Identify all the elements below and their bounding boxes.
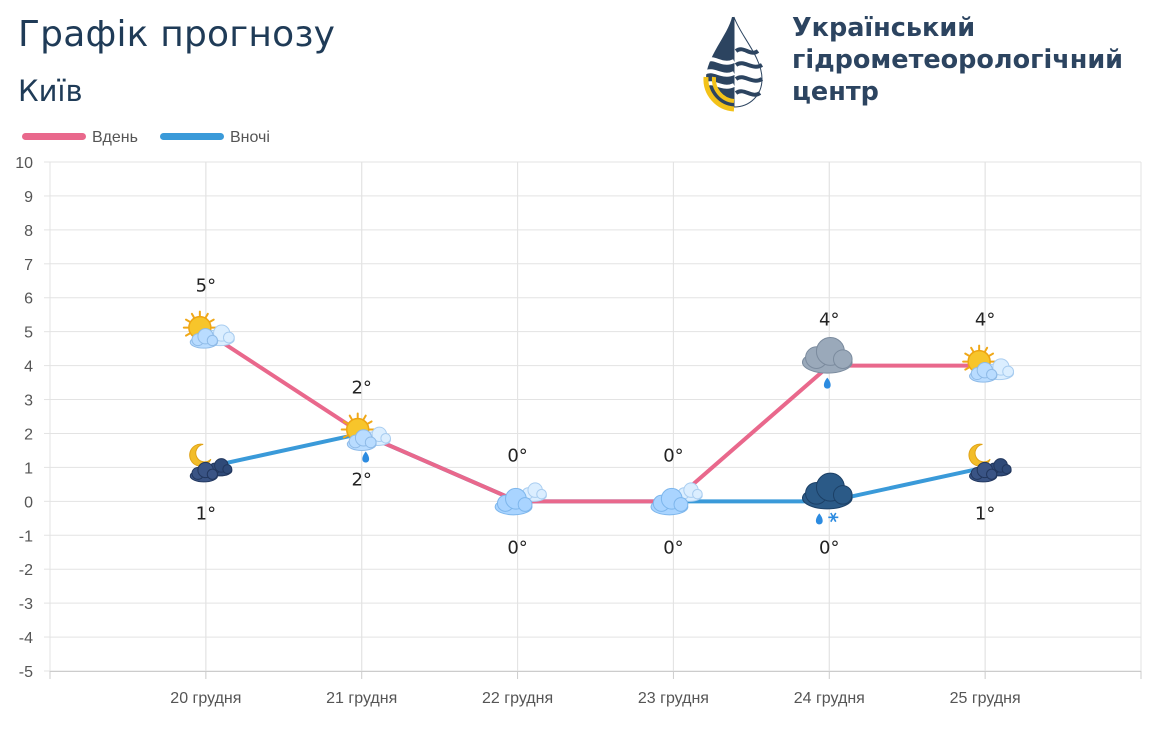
data-label-night: 1°: [975, 503, 995, 524]
legend-swatch: [22, 133, 86, 140]
data-label-day: 0°: [507, 445, 527, 466]
dark-cloud-rain-snow-icon: [801, 472, 853, 525]
sun-cloud-icon: [182, 310, 235, 349]
org-name-line-2: гідрометеорологічний: [792, 45, 1124, 75]
x-tick-label: 24 грудня: [794, 690, 865, 707]
x-tick-label: 21 грудня: [326, 690, 397, 707]
y-tick-label: -5: [19, 664, 33, 681]
y-tick-label: -4: [19, 630, 33, 647]
city-name: Київ: [18, 74, 83, 108]
y-tick-label: -1: [19, 528, 33, 545]
water-drop-logo-icon: [702, 16, 764, 112]
y-tick-label: 7: [24, 257, 33, 274]
sun-cloud-rain-icon: [340, 412, 392, 463]
data-label-night: 0°: [663, 537, 683, 558]
series-line-day: [203, 329, 988, 504]
legend-label: Вночі: [230, 129, 270, 146]
moon-cloud-icon: [189, 443, 233, 483]
chart-legend: Вдень Вночі: [22, 129, 270, 146]
x-tick-label: 23 грудня: [638, 690, 709, 707]
data-label-night: 0°: [507, 537, 527, 558]
data-label-night: 2°: [351, 469, 371, 490]
org-name-line-1: Український: [792, 13, 976, 43]
legend-item-day[interactable]: Вдень: [22, 129, 138, 146]
chart-grid: [49, 161, 1142, 672]
y-tick-label: 10: [15, 155, 33, 172]
y-tick-label: 1: [24, 460, 33, 477]
data-label-night: 0°: [819, 537, 839, 558]
organization-logo: Український гідрометеорологічний центр: [700, 10, 1150, 112]
moon-cloud-icon: [968, 443, 1012, 483]
y-tick-label: 0: [24, 494, 33, 511]
y-tick-label: 4: [24, 359, 33, 376]
x-tick-label: 25 грудня: [950, 690, 1021, 707]
weather-icons: [182, 310, 1015, 525]
y-tick-label: 9: [24, 189, 33, 206]
y-tick-label: 6: [24, 291, 33, 308]
cloud-icon: [650, 482, 703, 516]
cloud-rain-icon: [801, 336, 853, 389]
org-name-line-3: центр: [792, 77, 879, 107]
data-label-night: 1°: [196, 503, 216, 524]
page-title: Графік прогнозу: [18, 14, 336, 55]
data-label-day: 2°: [351, 377, 371, 398]
y-tick-label: 3: [24, 393, 33, 410]
x-tick-label: 20 грудня: [170, 690, 241, 707]
y-tick-label: 5: [24, 325, 33, 342]
data-label-day: 4°: [975, 310, 995, 331]
legend-swatch: [160, 133, 224, 140]
organization-name: Український гідрометеорологічний центр: [792, 12, 1123, 108]
y-tick-label: -3: [19, 596, 33, 613]
data-labels: 5° 2° 0° 0° 4° 4° 1° 2° 0° 0° 0° 1°: [196, 276, 996, 559]
legend-item-night[interactable]: Вночі: [160, 129, 270, 146]
data-label-day: 5°: [196, 276, 216, 297]
cloud-icon: [494, 482, 547, 516]
x-tick-label: 22 грудня: [482, 690, 553, 707]
data-label-day: 0°: [663, 445, 683, 466]
y-tick-label: 2: [24, 426, 33, 443]
series-lines: [203, 329, 988, 504]
sun-cloud-icon: [962, 344, 1015, 383]
x-axis: 20 грудня 21 грудня 22 грудня 23 грудня 24 г…: [49, 671, 1142, 707]
y-tick-label: 8: [24, 223, 33, 240]
legend-label: Вдень: [92, 129, 138, 146]
data-label-day: 4°: [819, 310, 839, 331]
y-tick-label: -2: [19, 562, 33, 579]
